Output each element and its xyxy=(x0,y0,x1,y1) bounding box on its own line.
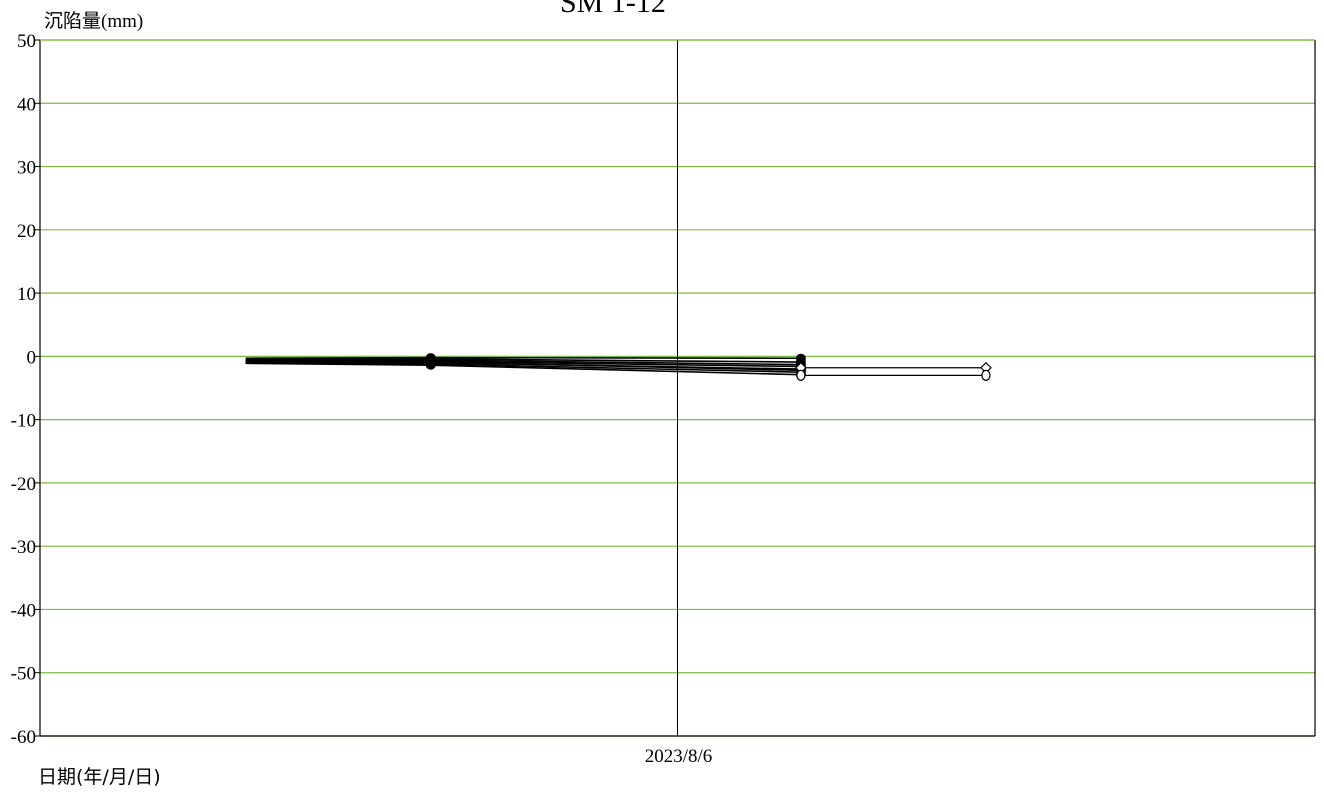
y-tick-label: 10 xyxy=(17,284,36,305)
y-axis-label: 沉陷量(mm) xyxy=(44,11,144,32)
y-tick-label: -20 xyxy=(11,474,36,495)
data-point xyxy=(796,369,806,381)
series-layer xyxy=(245,353,992,381)
data-point xyxy=(981,369,991,381)
y-tick-label: 50 xyxy=(17,31,36,52)
grid-layer xyxy=(40,39,1315,737)
y-tick-label: -30 xyxy=(11,537,36,558)
y-tick-label: -60 xyxy=(11,727,36,748)
y-tick-label: -50 xyxy=(11,664,36,685)
chart-title: SM 1-12 xyxy=(560,0,666,19)
x-tick-label: 2023/8/6 xyxy=(645,746,713,767)
y-tick-label: 20 xyxy=(17,221,36,242)
axis-layer xyxy=(35,39,1316,737)
y-tick-label: 0 xyxy=(27,347,37,368)
y-tick-label: 40 xyxy=(17,94,36,115)
y-tick-label: -10 xyxy=(11,411,36,432)
x-axis-label: 日期(年/月/日) xyxy=(38,766,161,788)
series-line-1 xyxy=(245,356,801,360)
tick-label-layer: 50 40 30 20 10 0 -10 -20 -30 -40 -50 -60 2023/8/6 xyxy=(11,31,713,767)
y-tick-label: 30 xyxy=(17,158,36,179)
data-point xyxy=(425,357,436,367)
y-tick-label: -40 xyxy=(11,600,36,621)
